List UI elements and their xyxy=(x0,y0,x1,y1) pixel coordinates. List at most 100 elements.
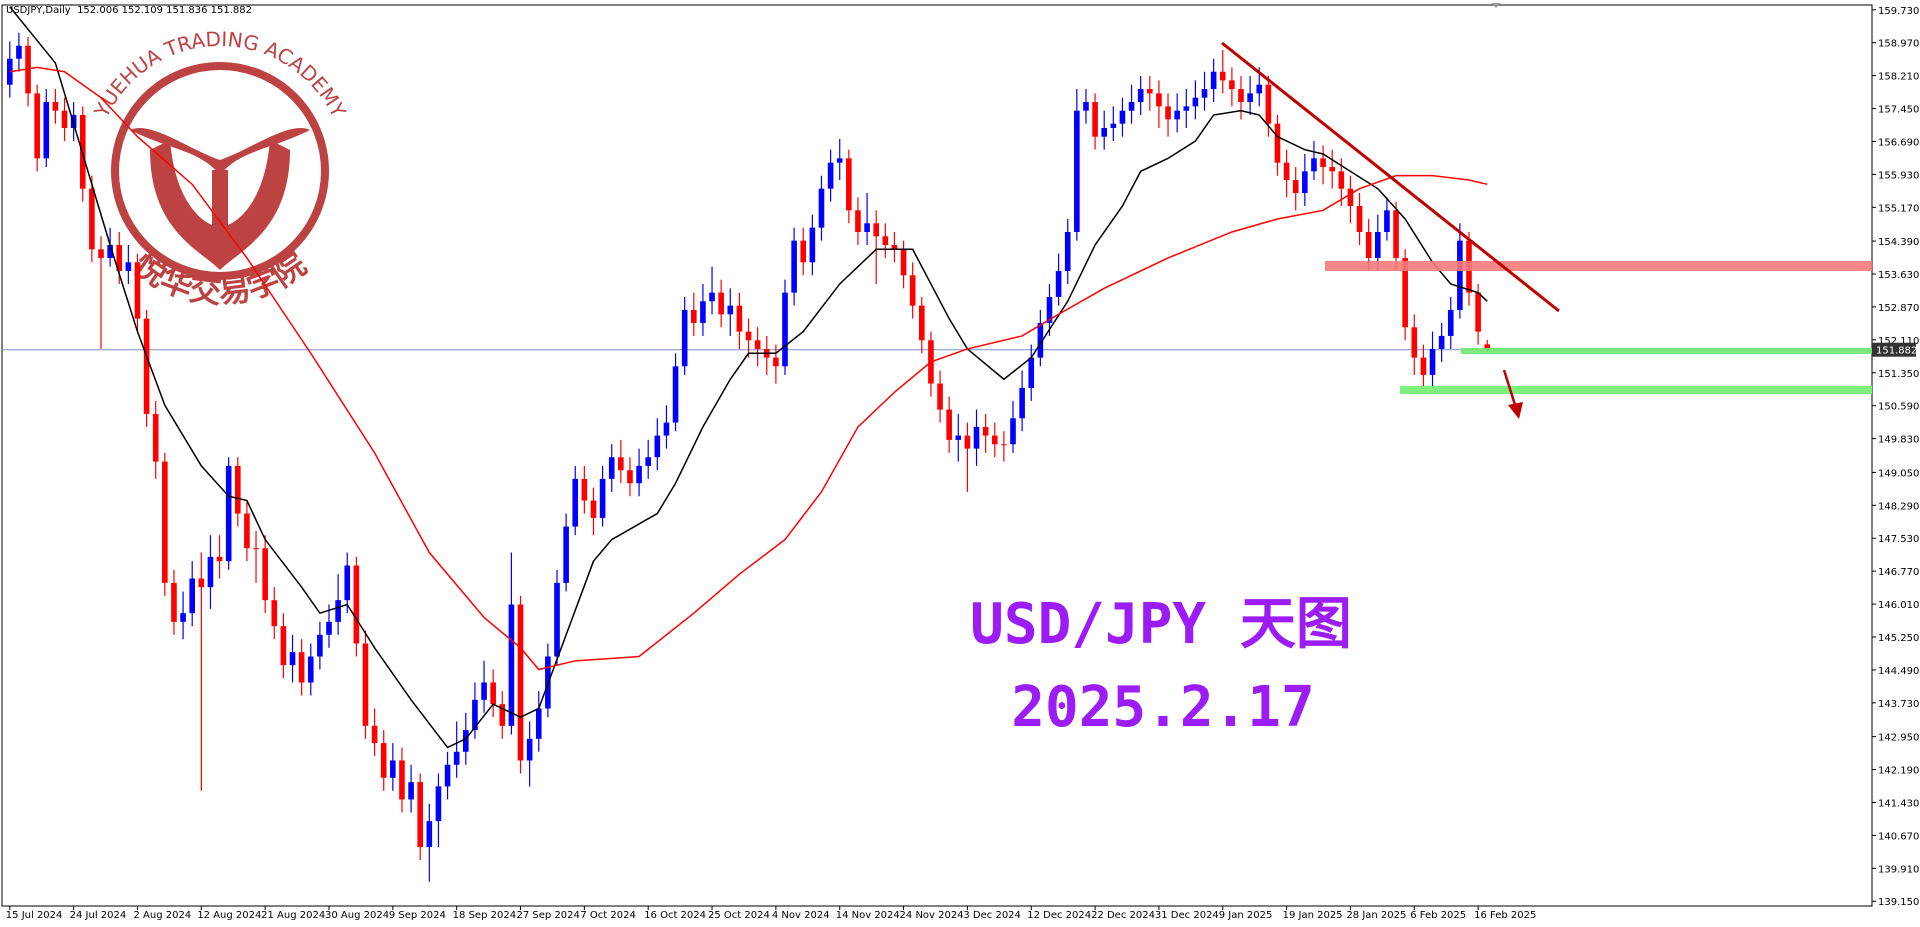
y-tick-label: 155.930 xyxy=(1878,170,1919,181)
candle-body xyxy=(1475,292,1481,332)
y-tick-label: 139.150 xyxy=(1878,897,1919,908)
candle-body xyxy=(1320,158,1326,168)
candle-body xyxy=(399,760,405,800)
candle-body xyxy=(198,578,205,588)
candle-body xyxy=(1101,128,1107,137)
candle-body xyxy=(280,626,287,666)
candle-body xyxy=(782,292,788,367)
y-tick-label: 153.630 xyxy=(1878,270,1919,281)
candle-body xyxy=(1420,357,1427,375)
candle-body xyxy=(1037,322,1044,358)
candle-body xyxy=(107,244,113,258)
candle-body xyxy=(508,604,515,726)
candle-body xyxy=(444,764,451,787)
x-tick-label: 14 Nov 2024 xyxy=(836,910,900,921)
y-tick-label: 150.590 xyxy=(1878,402,1919,413)
y-tick-label: 152.870 xyxy=(1878,303,1919,314)
y-tick-label: 159.730 xyxy=(1878,6,1919,17)
candle-body xyxy=(362,643,369,726)
y-tick-label: 151.350 xyxy=(1878,369,1919,380)
candle-body xyxy=(289,652,296,666)
y-tick-label: 142.950 xyxy=(1878,733,1919,744)
candle-body xyxy=(608,457,615,479)
candle-body xyxy=(89,188,95,250)
candle-body xyxy=(991,435,998,445)
candle-body xyxy=(189,578,195,614)
candle-body xyxy=(672,366,679,423)
candle-body xyxy=(1092,102,1098,137)
candle-body xyxy=(244,513,250,549)
candle-body xyxy=(1292,180,1299,193)
y-tick-label: 147.530 xyxy=(1878,534,1919,545)
candle-body xyxy=(718,292,724,315)
candle-body xyxy=(472,699,478,731)
candle-body xyxy=(1083,102,1089,111)
candle-body xyxy=(253,548,259,550)
y-tick-label: 152.110 xyxy=(1878,336,1919,347)
candle-body xyxy=(955,435,962,440)
candle-body xyxy=(572,478,579,527)
candle-body xyxy=(627,470,633,484)
candle-body xyxy=(1283,162,1290,181)
y-tick-label: 143.730 xyxy=(1878,699,1919,710)
last-price-box xyxy=(1872,342,1916,357)
candle-body xyxy=(846,158,852,211)
candle-body xyxy=(791,240,797,293)
candle-body xyxy=(1147,89,1153,94)
candle-body xyxy=(143,318,150,414)
x-tick-label: 9 Jan 2025 xyxy=(1219,910,1273,921)
candle-body xyxy=(307,656,314,683)
candle-body xyxy=(216,556,223,562)
moving-average xyxy=(9,6,1488,749)
candle-body xyxy=(463,730,469,752)
candle-body xyxy=(262,548,268,601)
candle-body xyxy=(1128,102,1135,111)
y-tick-label: 156.690 xyxy=(1878,137,1919,148)
x-tick-label: 19 Jan 2025 xyxy=(1283,910,1343,921)
candle-body xyxy=(736,305,743,332)
x-tick-label: 25 Oct 2024 xyxy=(708,910,770,921)
y-tick-label: 148.290 xyxy=(1878,501,1919,512)
candle-body xyxy=(836,158,843,163)
candle-body xyxy=(152,413,159,462)
candle-body xyxy=(481,682,487,700)
y-tick-label: 142.190 xyxy=(1878,766,1919,777)
x-tick-label: 2 Aug 2024 xyxy=(133,910,191,921)
support-zone xyxy=(1461,348,1872,354)
candle-body xyxy=(417,782,423,848)
candle-body xyxy=(390,760,396,778)
candle-body xyxy=(563,526,569,583)
y-tick-label: 157.450 xyxy=(1878,105,1919,116)
logo-leaf xyxy=(130,127,310,175)
candle-body xyxy=(235,465,241,514)
candle-body xyxy=(326,621,332,635)
y-tick-label: 149.050 xyxy=(1878,468,1919,479)
trend-line xyxy=(1221,41,1560,313)
candle-body xyxy=(1429,348,1436,375)
candle-body xyxy=(526,738,533,761)
candle-body xyxy=(535,708,542,739)
x-tick-label: 16 Oct 2024 xyxy=(644,910,706,921)
candle-body xyxy=(1329,167,1335,172)
candle-body xyxy=(1447,309,1454,336)
candle-body xyxy=(809,227,816,263)
candle-body xyxy=(900,249,907,276)
candle-body xyxy=(61,110,68,129)
candle-body xyxy=(98,249,104,258)
candle-body xyxy=(116,244,123,271)
candle-body xyxy=(1001,444,1007,446)
candle-body xyxy=(1019,387,1025,419)
candle-body xyxy=(946,409,952,440)
candle-body xyxy=(435,786,442,822)
candle-body xyxy=(371,725,378,744)
arrow-head xyxy=(1508,402,1523,419)
shift-marker xyxy=(1491,3,1501,8)
candle-body xyxy=(1438,335,1445,349)
y-tick-label: 144.490 xyxy=(1878,666,1919,677)
candle-body xyxy=(1384,210,1390,232)
candle-body xyxy=(52,102,59,111)
candle-body xyxy=(800,240,807,263)
candle-body xyxy=(1119,110,1126,124)
